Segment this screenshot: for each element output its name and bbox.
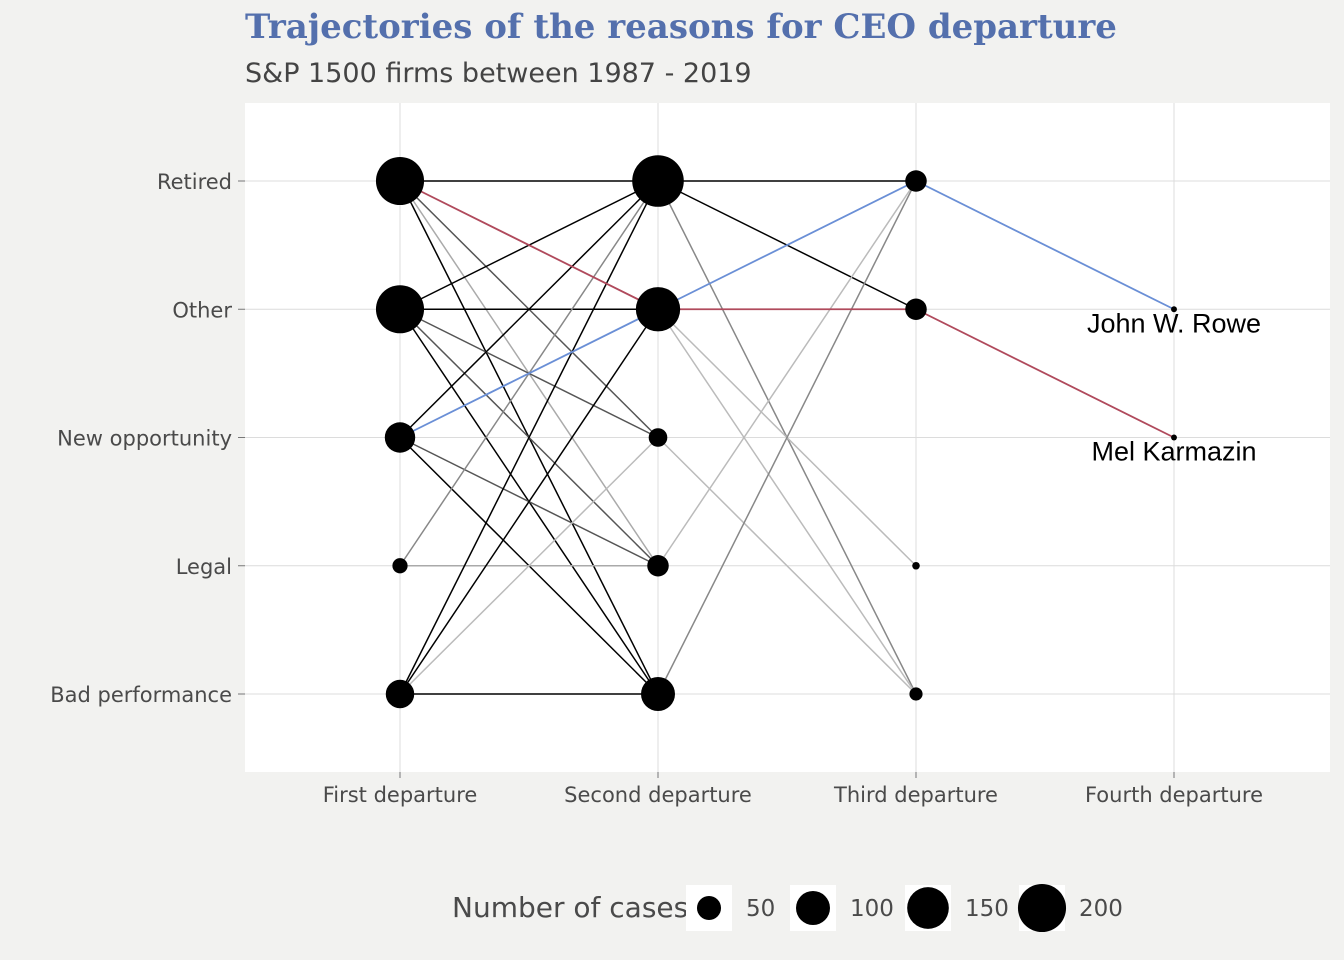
- node-second-departure-bad-performance: [641, 677, 675, 711]
- node-second-departure-new-opportunity: [648, 428, 668, 447]
- node-first-departure-other: [375, 285, 425, 334]
- node-first-departure-legal: [392, 558, 408, 574]
- node-third-departure-bad-performance: [909, 687, 923, 701]
- y-tick-label-new-opportunity: New opportunity: [57, 427, 232, 451]
- y-axis-ticks: Retired Other New opportunity Legal Bad perf…: [50, 170, 245, 707]
- transition-line: [657, 180, 917, 695]
- node-first-departure-bad-performance: [385, 679, 415, 709]
- legend-circle-50: [696, 895, 722, 921]
- size-legend: Number of cases 50 100 150 200: [452, 883, 1123, 933]
- y-tick-label-legal: Legal: [176, 555, 232, 579]
- x-tick-label-fourth-departure: Fourth departure: [1085, 783, 1263, 807]
- annotation-john-w-rowe: John W. Rowe: [1087, 308, 1261, 338]
- legend-title: Number of cases: [452, 891, 688, 924]
- y-tick-label-bad-performance: Bad performance: [50, 683, 232, 707]
- y-tick-label-other: Other: [172, 298, 232, 322]
- transition-line: [399, 180, 659, 439]
- highlight-path-john-w-rowe: [399, 179, 1175, 439]
- legend-circle-200: [1017, 883, 1067, 933]
- transition-line: [399, 436, 659, 695]
- legend-label-50: 50: [746, 896, 775, 922]
- node-second-departure-other: [635, 287, 681, 332]
- annotation-mel-karmazin: Mel Karmazin: [1091, 437, 1256, 467]
- x-tick-label-third-departure: Third departure: [833, 783, 998, 807]
- x-axis-ticks: First departure Second departure Third dep…: [323, 772, 1263, 807]
- path-annotations: John W. Rowe Mel Karmazin: [1087, 308, 1261, 466]
- node-second-departure-retired: [632, 155, 684, 207]
- y-tick-label-retired: Retired: [157, 170, 232, 194]
- node-third-departure-other: [905, 298, 927, 321]
- transition-line: [657, 180, 917, 567]
- transition-line: [657, 436, 917, 695]
- node-fourth-departure-other: [1171, 306, 1177, 313]
- legend-circle-150: [907, 887, 949, 929]
- legend-label-200: 200: [1079, 896, 1123, 922]
- x-tick-label-second-departure: Second departure: [564, 783, 752, 807]
- node-first-departure-new-opportunity: [384, 422, 416, 453]
- node-points: [375, 155, 1177, 711]
- transition-line: [399, 308, 659, 695]
- node-first-departure-retired: [375, 156, 425, 206]
- highlight-path-mel-karmazin: [399, 180, 1175, 439]
- transition-line: [657, 308, 917, 695]
- node-fourth-departure-new-opportunity: [1171, 434, 1177, 441]
- legend-label-100: 100: [850, 896, 894, 922]
- x-tick-label-first-departure: First departure: [323, 783, 478, 807]
- highlighted-paths: [399, 179, 1175, 439]
- node-third-departure-retired: [905, 170, 927, 192]
- node-third-departure-legal: [912, 561, 920, 570]
- node-second-departure-legal: [647, 554, 669, 577]
- chart-subtitle: S&P 1500 firms between 1987 - 2019: [245, 58, 752, 89]
- legend-label-150: 150: [965, 896, 1009, 922]
- chart-title: Trajectories of the reasons for CEO depa…: [245, 7, 1117, 47]
- transition-line: [399, 180, 659, 695]
- legend-circle-100: [796, 891, 830, 925]
